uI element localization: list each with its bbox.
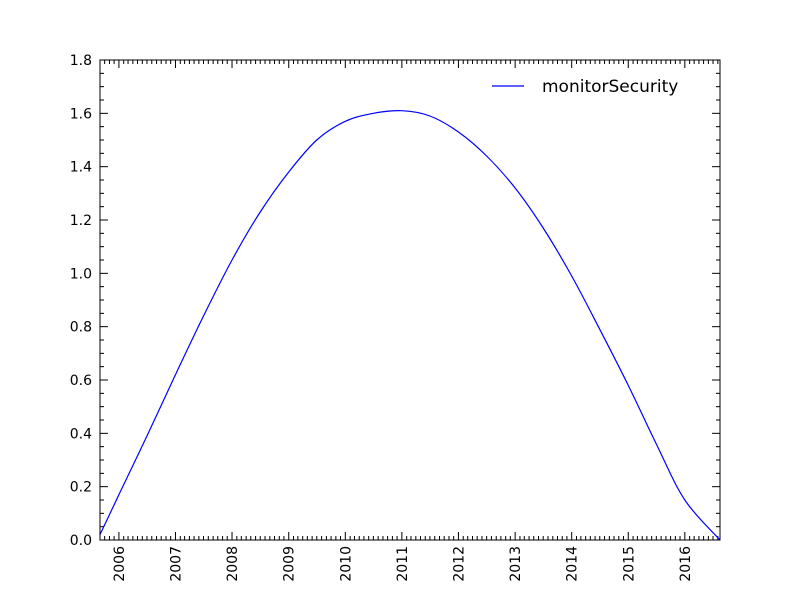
- x-tick-label: 2012: [451, 546, 467, 582]
- y-tick-label: 0.8: [70, 320, 92, 336]
- x-tick-label: 2006: [112, 546, 128, 582]
- x-tick-label: 2007: [168, 546, 184, 582]
- x-tick-label: 2008: [225, 546, 241, 582]
- legend-label: monitorSecurity: [542, 77, 678, 97]
- series-lines: [99, 109, 721, 541]
- y-tick-label: 0.4: [70, 426, 92, 442]
- x-tick-label: 2010: [338, 546, 354, 582]
- x-tick-label: 2016: [678, 546, 694, 582]
- plot-frame: [99, 59, 721, 541]
- plot-area: [100, 60, 720, 540]
- y-tick-label: 0.0: [70, 533, 92, 549]
- y-tick-label: 1.2: [70, 213, 92, 229]
- y-tick-label: 1.4: [70, 160, 92, 176]
- y-tick-label: 0.2: [70, 480, 92, 496]
- y-tick-label: 0.6: [70, 373, 92, 389]
- y-tick-label: 1.6: [70, 106, 92, 122]
- tick-labels: 0.0 0.2 0.4 0.6 0.8 1.0 1.2 1.4 1.6 1.8 2006 2007 20…: [70, 53, 694, 582]
- tick-marks: [99, 59, 720, 541]
- series-line: [99, 109, 721, 541]
- legend: monitorSecurity: [492, 77, 678, 97]
- x-tick-label: 2011: [395, 546, 411, 582]
- x-tick-label: 2014: [565, 546, 581, 582]
- x-tick-label: 2015: [621, 546, 637, 582]
- y-tick-label: 1.0: [70, 266, 92, 282]
- x-tick-label: 2013: [508, 546, 524, 582]
- y-tick-label: 1.8: [70, 53, 92, 69]
- x-tick-label: 2009: [282, 546, 298, 582]
